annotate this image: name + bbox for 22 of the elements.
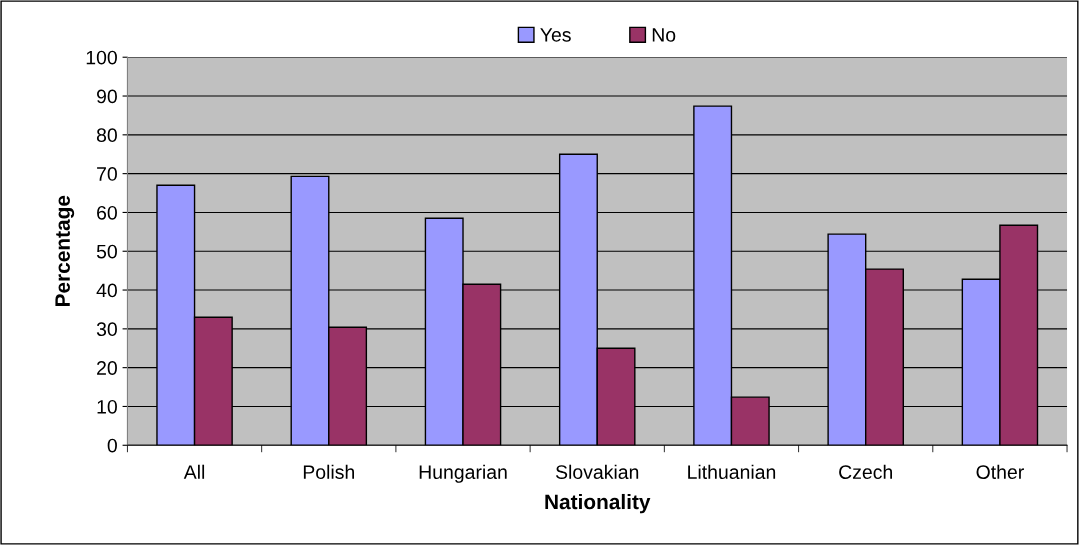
x-tick-label: Polish bbox=[303, 464, 354, 479]
x-tick-label: All bbox=[183, 464, 205, 479]
y-tick-label: 20 bbox=[97, 361, 117, 375]
legend-label: No bbox=[652, 28, 676, 42]
y-tick-label: 40 bbox=[96, 283, 117, 298]
legend-label: Yes bbox=[540, 28, 571, 42]
y-axis-title: Percentage bbox=[55, 195, 75, 307]
x-tick-label: Czech bbox=[839, 464, 892, 479]
y-tick-label: 70 bbox=[97, 167, 117, 181]
y-tick-label: 30 bbox=[96, 322, 117, 337]
x-tick-label: Hungarian bbox=[419, 464, 507, 483]
y-tick-label: 60 bbox=[97, 205, 117, 220]
x-tick-label: Slovakian bbox=[555, 464, 639, 479]
x-tick-label: Other bbox=[976, 464, 1024, 479]
y-tick-label: 80 bbox=[96, 128, 117, 143]
y-tick-label: 0 bbox=[107, 438, 117, 453]
y-tick-label: 90 bbox=[97, 89, 117, 104]
x-axis-title: Nationality bbox=[545, 493, 651, 514]
y-tick-label: 10 bbox=[97, 399, 117, 414]
y-tick-label: 100 bbox=[86, 50, 117, 65]
y-tick-label: 50 bbox=[96, 244, 117, 259]
x-tick-label: Lithuanian bbox=[688, 464, 776, 479]
